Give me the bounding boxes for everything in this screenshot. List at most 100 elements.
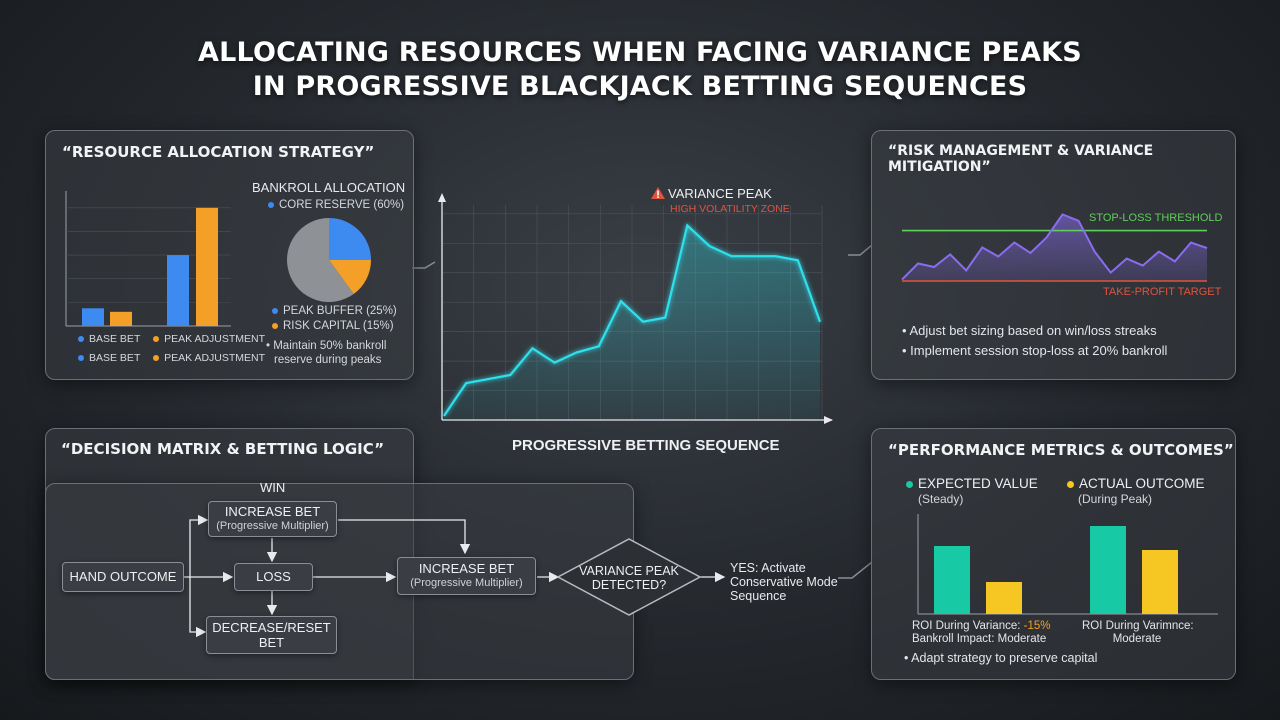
risk-series-line bbox=[901, 213, 1208, 281]
ev-legend: EXPECTED VALUE bbox=[906, 476, 1038, 491]
bet-bar-chart bbox=[65, 191, 231, 327]
roi-1-prefix: ROI During Variance: bbox=[912, 620, 1024, 632]
legend-blue-dot-1 bbox=[78, 336, 84, 343]
res-bar-1-2 bbox=[110, 311, 132, 326]
variance-detected-line-2: DETECTED? bbox=[591, 578, 667, 592]
high-volatility-label: HIGH VOLATILITY ZONE bbox=[670, 203, 790, 215]
metrics-bullet: • Adapt strategy to preserve capital bbox=[904, 651, 1098, 665]
progressive-multiplier-text-2: (Progressive Multiplier) bbox=[410, 577, 523, 589]
hand-outcome-text: HAND OUTCOME bbox=[69, 569, 177, 584]
variance-decision-diamond bbox=[556, 538, 702, 616]
variance-detected-line-1: VARIANCE PEAK bbox=[579, 564, 679, 578]
bankroll-pie-chart bbox=[287, 218, 371, 302]
peak-buffer-dot bbox=[272, 307, 278, 314]
res-bar-1-1 bbox=[82, 308, 104, 326]
loss-box: LOSS bbox=[234, 563, 313, 591]
decrease-reset-box: DECREASE/RESET BET bbox=[206, 616, 337, 654]
page-title: ALLOCATING RESOURCES WHEN FACING VARIANC… bbox=[0, 36, 1280, 104]
ao-sub-label: (During Peak) bbox=[1078, 492, 1153, 506]
decision-panel-title: “DECISION MATRIX & BETTING LOGIC” bbox=[61, 440, 385, 458]
performance-metrics-panel: “PERFORMANCE METRICS & OUTCOMES” EXPECTE… bbox=[871, 428, 1236, 680]
roi-1-line-2: Bankroll Impact: Moderate bbox=[912, 633, 1047, 645]
yes-line-3: Sequence bbox=[730, 589, 787, 603]
risk-line-chart bbox=[901, 213, 1208, 282]
variance-line-chart bbox=[438, 193, 833, 424]
resource-panel-title: “RESOURCE ALLOCATION STRATEGY” bbox=[62, 143, 375, 161]
increase-bet-text-2: INCREASE BET bbox=[418, 561, 515, 576]
arrow-outcome-win bbox=[189, 514, 209, 577]
yes-line-2: Conservative Mode bbox=[730, 575, 838, 589]
metrics-bar-1-2 bbox=[986, 582, 1022, 614]
bar-legend-row-2: BASE BET PEAK ADJUSTMENT bbox=[78, 352, 265, 364]
core-reserve-label: CORE RESERVE (60%) bbox=[268, 199, 404, 211]
main-chart-xlabel: PROGRESSIVE BETTING SEQUENCE bbox=[512, 437, 780, 454]
warning-triangle-icon bbox=[651, 187, 665, 199]
risk-capital-dot bbox=[272, 322, 278, 329]
yes-line-1: YES: Activate bbox=[730, 561, 806, 575]
ao-label: ACTUAL OUTCOME bbox=[1079, 476, 1205, 491]
ev-label: EXPECTED VALUE bbox=[918, 476, 1038, 491]
roi-1-value: -15% bbox=[1023, 620, 1051, 632]
ao-dot bbox=[1067, 480, 1074, 488]
legend-orange-dot-2 bbox=[153, 355, 160, 362]
reserve-note-2: reserve during peaks bbox=[274, 354, 382, 366]
legend-peak-adjustment-1: PEAK ADJUSTMENT bbox=[164, 333, 266, 345]
risk-area bbox=[902, 214, 1207, 281]
risk-bullet-1: • Adjust bet sizing based on win/loss st… bbox=[902, 323, 1157, 338]
ev-dot bbox=[906, 480, 913, 488]
metrics-panel-title: “PERFORMANCE METRICS & OUTCOMES” bbox=[888, 441, 1234, 459]
risk-capital-label: RISK CAPITAL (15%) bbox=[272, 320, 394, 332]
metrics-bar-2-2 bbox=[1142, 550, 1178, 614]
roi-variance-2: ROI During Varimnce: Moderate bbox=[1082, 620, 1194, 646]
main-series-line bbox=[443, 223, 822, 417]
legend-orange-dot-1 bbox=[153, 336, 160, 343]
variance-peak-label: VARIANCE PEAK bbox=[651, 186, 772, 201]
res-bar-2-2 bbox=[196, 207, 218, 326]
bankroll-title: BANKROLL ALLOCATION bbox=[252, 180, 406, 195]
ao-legend: ACTUAL OUTCOME bbox=[1067, 476, 1205, 491]
loss-text: LOSS bbox=[256, 569, 291, 584]
legend-peak-adjustment-2: PEAK ADJUSTMENT bbox=[164, 352, 266, 364]
decrease-reset-line-2: BET bbox=[258, 635, 285, 650]
pie-slice-1 bbox=[287, 218, 354, 302]
risk-management-panel: “RISK MANAGEMENT & VARIANCE MITIGATION” … bbox=[871, 130, 1236, 380]
ev-sub-label: (Steady) bbox=[918, 492, 964, 506]
metrics-bar-chart bbox=[917, 514, 1218, 615]
risk-bullet-2: • Implement session stop-loss at 20% ban… bbox=[902, 343, 1168, 358]
increase-bet-box: INCREASE BET (Progressive Multiplier) bbox=[208, 501, 337, 537]
variance-peak-text: VARIANCE PEAK bbox=[668, 186, 772, 201]
risk-capital-text: RISK CAPITAL (15%) bbox=[283, 320, 394, 332]
main-area bbox=[444, 225, 820, 420]
pie-slice-3 bbox=[329, 260, 371, 294]
metrics-bar-1-1 bbox=[934, 546, 970, 614]
win-label: WIN bbox=[260, 480, 286, 495]
resource-allocation-panel: “RESOURCE ALLOCATION STRATEGY” BANKROLL … bbox=[45, 130, 414, 380]
risk-panel-title: “RISK MANAGEMENT & VARIANCE MITIGATION” bbox=[888, 143, 1154, 175]
legend-blue-dot-2 bbox=[78, 355, 84, 362]
title-line-2: IN PROGRESSIVE BLACKJACK BETTING SEQUENC… bbox=[252, 71, 1028, 102]
stop-loss-label: STOP-LOSS THRESHOLD bbox=[1089, 212, 1223, 224]
reserve-note-1: • Maintain 50% bankroll bbox=[266, 340, 387, 352]
progressive-multiplier-text: (Progressive Multiplier) bbox=[216, 520, 329, 532]
legend-base-bet-2: BASE BET bbox=[89, 352, 141, 364]
metrics-bar-2-1 bbox=[1090, 526, 1126, 614]
decrease-reset-line-1: DECREASE/RESET bbox=[212, 620, 331, 635]
bar-legend-row-1: BASE BET PEAK ADJUSTMENT bbox=[78, 333, 265, 345]
core-reserve-dot bbox=[268, 201, 274, 208]
yes-activate-label: YES: Activate Conservative Mode Sequence bbox=[730, 561, 838, 603]
arrow-outcome-decrease bbox=[189, 577, 207, 638]
roi-2-line-1: ROI During Varimnce: bbox=[1082, 620, 1194, 632]
pie-slice-2 bbox=[329, 218, 371, 260]
increase-bet-box-2: INCREASE BET (Progressive Multiplier) bbox=[397, 557, 536, 595]
title-line-1: ALLOCATING RESOURCES WHEN FACING VARIANC… bbox=[198, 37, 1082, 68]
main-x-arrow bbox=[824, 416, 833, 424]
take-profit-label: TAKE-PROFIT TARGET bbox=[1103, 286, 1222, 298]
peak-buffer-text: PEAK BUFFER (25%) bbox=[283, 305, 397, 317]
roi-2-line-2: Moderate bbox=[1112, 633, 1162, 645]
roi-variance-1: ROI During Variance: -15% Bankroll Impac… bbox=[912, 620, 1051, 646]
main-y-arrow bbox=[438, 193, 446, 202]
increase-bet-text: INCREASE BET bbox=[224, 504, 321, 519]
hand-outcome-box: HAND OUTCOME bbox=[62, 562, 184, 592]
peak-buffer-label: PEAK BUFFER (25%) bbox=[272, 305, 397, 317]
